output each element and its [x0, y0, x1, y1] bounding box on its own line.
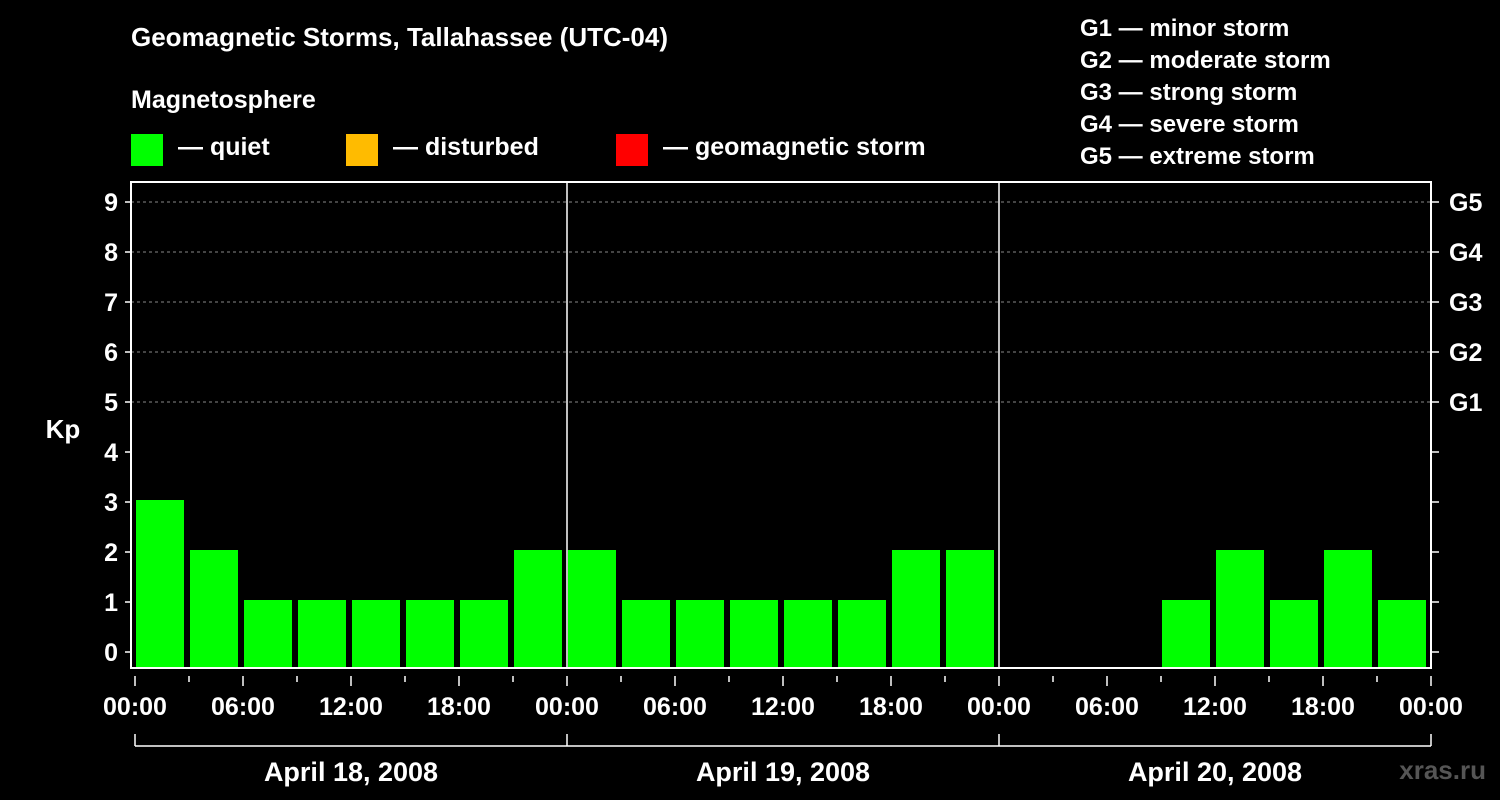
- storm-scale-g2: G2 — moderate storm: [1080, 47, 1331, 74]
- y-tick-label: 9: [104, 189, 118, 217]
- x-tick-label: 06:00: [1075, 693, 1139, 721]
- kp-bar: [622, 600, 670, 668]
- kp-bar: [892, 550, 940, 668]
- x-tick-label: 00:00: [1399, 693, 1463, 721]
- y-tick-label: 7: [104, 289, 118, 317]
- x-tick-label: 12:00: [1183, 693, 1247, 721]
- kp-bar: [1162, 600, 1210, 668]
- y-axis-label: Kp: [46, 414, 81, 444]
- kp-bar: [730, 600, 778, 668]
- x-tick-label: 12:00: [319, 693, 383, 721]
- kp-bar: [568, 550, 616, 668]
- y-tick-label: 1: [104, 589, 118, 617]
- x-tick-label: 00:00: [103, 693, 167, 721]
- kp-bar: [244, 600, 292, 668]
- y-tick-label: 0: [104, 639, 118, 667]
- kp-bar: [1270, 600, 1318, 668]
- y-tick-label: 6: [104, 339, 118, 367]
- legend-swatch-disturbed: [346, 134, 378, 166]
- kp-bar: [514, 550, 562, 668]
- y-tick-label: 3: [104, 489, 118, 517]
- legend-swatch-storm: [616, 134, 648, 166]
- storm-scale-g1: G1 — minor storm: [1080, 15, 1290, 42]
- watermark: xras.ru: [1399, 755, 1486, 785]
- y-tick-label: 2: [104, 539, 118, 567]
- kp-bar: [1216, 550, 1264, 668]
- x-tick-label: 18:00: [859, 693, 923, 721]
- y-tick-label: 5: [104, 389, 118, 417]
- kp-bar: [190, 550, 238, 668]
- kp-bar: [406, 600, 454, 668]
- kp-bar: [1378, 600, 1426, 668]
- plot-frame: [130, 181, 1432, 669]
- kp-bar: [1324, 550, 1372, 668]
- x-tick-label: 00:00: [535, 693, 599, 721]
- x-tick-label: 00:00: [967, 693, 1031, 721]
- y-tick-label: 4: [104, 439, 118, 467]
- legend-heading: Magnetosphere: [131, 86, 316, 114]
- kp-bar: [352, 600, 400, 668]
- legend-label-disturbed: — disturbed: [393, 133, 539, 161]
- kp-bar: [136, 500, 184, 668]
- right-axis-label: G4: [1449, 239, 1482, 267]
- storm-scale-g3: G3 — strong storm: [1080, 79, 1298, 106]
- x-tick-label: 06:00: [643, 693, 707, 721]
- kp-bar: [946, 550, 994, 668]
- x-tick-label: 12:00: [751, 693, 815, 721]
- legend-label-storm: — geomagnetic storm: [663, 133, 926, 161]
- storm-scale-g5: G5 — extreme storm: [1080, 143, 1315, 170]
- storm-scale-g4: G4 — severe storm: [1080, 111, 1299, 138]
- day-label: April 19, 2008: [696, 757, 870, 787]
- right-axis-label: G1: [1449, 389, 1482, 417]
- right-axis-label: G5: [1449, 189, 1482, 217]
- right-axis-label: G3: [1449, 289, 1482, 317]
- kp-bar: [784, 600, 832, 668]
- legend-label-quiet: — quiet: [178, 133, 270, 161]
- right-axis-label: G2: [1449, 339, 1482, 367]
- day-label: April 18, 2008: [264, 757, 438, 787]
- x-tick-label: 06:00: [211, 693, 275, 721]
- kp-bar: [298, 600, 346, 668]
- kp-bar: [460, 600, 508, 668]
- x-tick-label: 18:00: [1291, 693, 1355, 721]
- x-tick-label: 18:00: [427, 693, 491, 721]
- y-tick-label: 8: [104, 239, 118, 267]
- chart-title: Geomagnetic Storms, Tallahassee (UTC-04): [131, 22, 669, 52]
- kp-bar: [838, 600, 886, 668]
- legend-swatch-quiet: [131, 134, 163, 166]
- day-label: April 20, 2008: [1128, 757, 1302, 787]
- kp-bar: [676, 600, 724, 668]
